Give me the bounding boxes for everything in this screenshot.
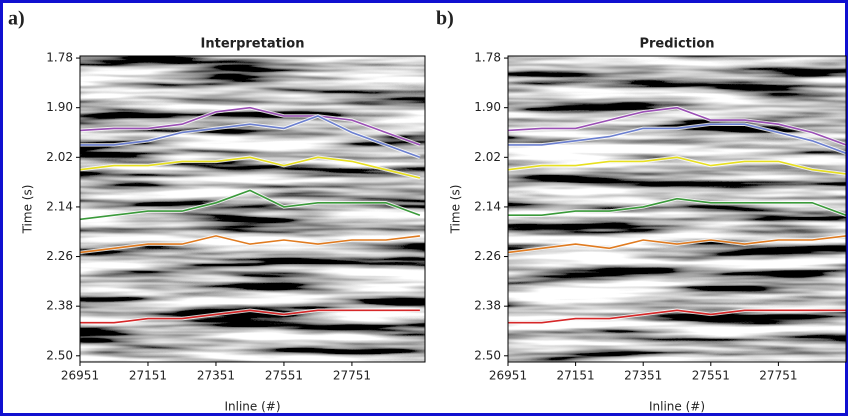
x-tick-label: 26951 bbox=[489, 369, 527, 383]
panel-label: a) bbox=[8, 8, 25, 30]
horizon-line bbox=[508, 106, 846, 146]
horizon-line bbox=[80, 115, 421, 159]
y-tick-label: 2.50 bbox=[46, 348, 73, 362]
y-tick-label: 1.90 bbox=[46, 100, 73, 114]
horizon-line bbox=[508, 309, 846, 324]
plot-frame bbox=[79, 55, 426, 363]
y-tick-label: 2.50 bbox=[474, 348, 501, 362]
horizon-line bbox=[80, 235, 420, 254]
y-tick-label: 2.38 bbox=[474, 299, 501, 313]
y-tick-label: 2.14 bbox=[474, 199, 501, 213]
y-tick-label: 1.90 bbox=[474, 100, 501, 114]
y-tick-label: 2.02 bbox=[46, 150, 73, 164]
plot-frame bbox=[507, 55, 847, 363]
seismic-image bbox=[508, 56, 846, 362]
chart-title: Prediction bbox=[639, 37, 714, 52]
chart-title: Interpretation bbox=[201, 37, 305, 52]
x-axis-label: Inline (#) bbox=[649, 400, 705, 414]
horizon-line bbox=[80, 106, 421, 146]
x-tick-label: 27351 bbox=[624, 369, 662, 383]
horizon-line bbox=[508, 197, 846, 216]
y-tick-label: 2.38 bbox=[46, 299, 73, 313]
x-tick-label: 27551 bbox=[265, 369, 303, 383]
horizon-line bbox=[508, 123, 846, 154]
x-tick-label: 27151 bbox=[129, 369, 167, 383]
x-tick-label: 26951 bbox=[61, 369, 99, 383]
horizon-line bbox=[508, 235, 846, 254]
horizon-line bbox=[508, 156, 846, 175]
y-axis-label: Time (s) bbox=[21, 185, 35, 235]
horizon-line bbox=[80, 156, 421, 179]
y-axis-label: Time (s) bbox=[449, 185, 463, 235]
x-axis-label: Inline (#) bbox=[224, 400, 280, 414]
horizons bbox=[508, 105, 846, 325]
y-tick-label: 2.26 bbox=[46, 249, 73, 263]
horizon-line bbox=[80, 309, 420, 324]
y-tick-label: 2.14 bbox=[46, 199, 73, 213]
horizon-line bbox=[80, 189, 421, 221]
y-tick-label: 2.26 bbox=[474, 249, 501, 263]
horizons bbox=[80, 105, 421, 325]
panel-label: b) bbox=[436, 8, 454, 30]
y-tick-label: 1.78 bbox=[46, 51, 73, 65]
x-tick-label: 27551 bbox=[692, 369, 730, 383]
x-tick-label: 27151 bbox=[557, 369, 595, 383]
x-tick-label: 27351 bbox=[197, 369, 235, 383]
y-tick-label: 1.78 bbox=[474, 51, 501, 65]
y-tick-label: 2.02 bbox=[474, 150, 501, 164]
x-tick-label: 27751 bbox=[333, 369, 371, 383]
x-tick-label: 27751 bbox=[759, 369, 797, 383]
seismic-image bbox=[80, 56, 425, 362]
